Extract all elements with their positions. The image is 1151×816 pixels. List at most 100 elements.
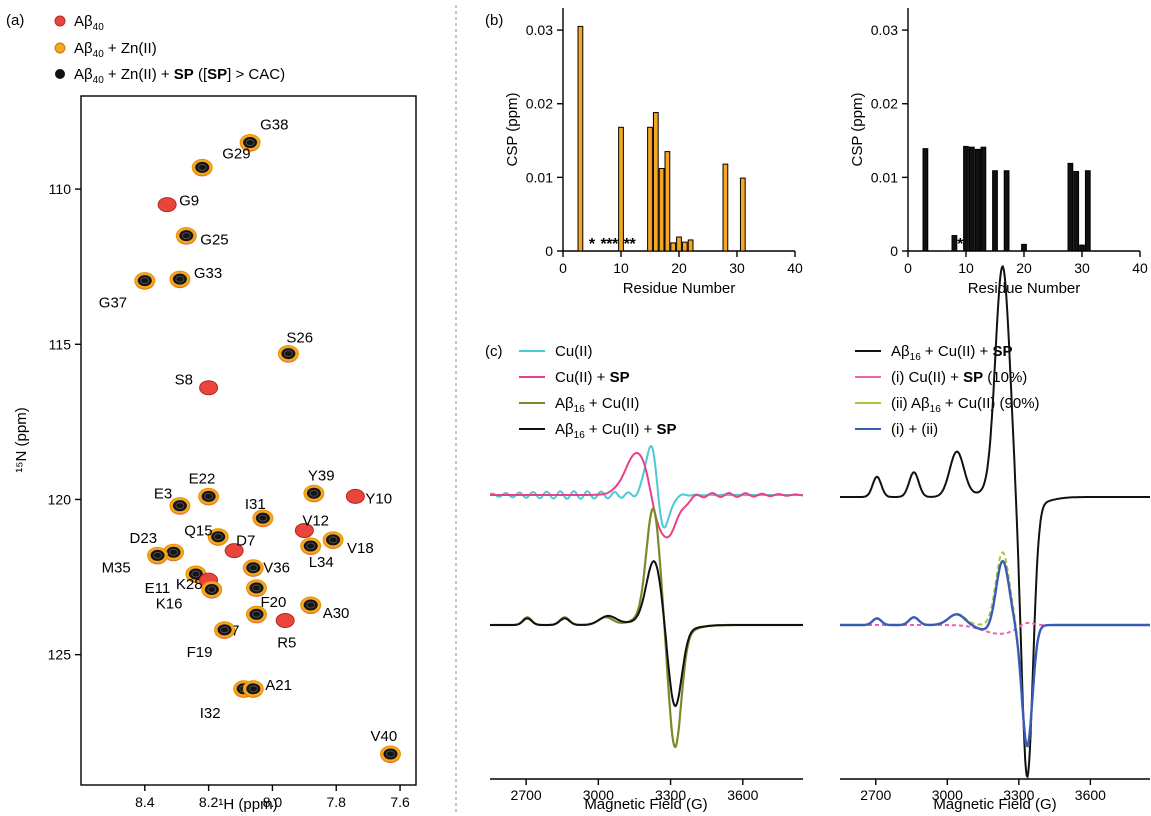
nmr-plot-frame — [80, 95, 417, 786]
nmr-peak: Q15 — [184, 523, 229, 546]
nmr-peak-black — [246, 683, 261, 695]
epr-curve-abeta16-cu-sp — [490, 560, 803, 708]
csp-y-tick-label: 0.01 — [871, 169, 898, 185]
csp-bar — [1079, 244, 1085, 252]
nmr-peak-label: V18 — [347, 540, 374, 557]
nmr-peak: V12 — [294, 513, 329, 539]
csp-bar — [676, 236, 682, 252]
nmr-peak-label: K28 — [176, 576, 203, 593]
csp-bar — [992, 170, 998, 252]
epr-curve-sum — [840, 559, 1150, 748]
nmr-peak: V36 — [242, 559, 290, 577]
epr-curve-ii — [840, 551, 1150, 749]
nmr-peak-label: F20 — [260, 594, 286, 611]
csp-y-tick-label: 0 — [545, 243, 553, 259]
nmr-peak-black — [188, 568, 203, 580]
nmr-peak-label: D23 — [130, 530, 158, 547]
epr-left-legend: Cu(II) Cu(II) + SP Aβ16 + Cu(II) Aβ16 + … — [519, 343, 676, 441]
nmr-peak-black — [201, 490, 216, 502]
nmr-peak-contour — [252, 584, 261, 592]
nmr-peak-contour — [248, 564, 258, 572]
nmr-peak-red — [224, 543, 244, 559]
legend-label-abeta16-cu: Aβ16 + Cu(II) — [555, 395, 639, 415]
nmr-peak: V18 — [322, 531, 374, 557]
nmr-peak-contour — [181, 232, 191, 240]
epr-x-tick-label: 3600 — [1075, 787, 1106, 803]
csp-x-tick-label: 30 — [729, 260, 745, 276]
csp-bar — [647, 126, 653, 252]
nmr-y-tick-label: 120 — [48, 491, 72, 507]
epr-x-tick-label: 3600 — [727, 787, 758, 803]
nmr-peak: K16 — [156, 580, 223, 612]
nmr-peak-contour — [220, 626, 229, 634]
legend-label-cu-sp: Cu(II) + SP — [555, 369, 630, 386]
nmr-peak-contour — [258, 514, 268, 522]
nmr-peak-contour — [245, 139, 255, 146]
csp-bar — [1084, 170, 1091, 252]
nmr-y-tick-label: 125 — [48, 647, 72, 663]
legend-label-abeta40-zn: Aβ40 + Zn(II) — [74, 40, 157, 60]
nmr-peak: G33 — [169, 265, 222, 289]
nmr-peak: Y10 — [345, 488, 392, 507]
legend-label-sum: (i) + (ii) — [891, 421, 938, 438]
nmr-peak-label: Y10 — [365, 490, 392, 507]
nmr-peak: S26 — [277, 330, 313, 363]
csp-bar — [968, 146, 975, 252]
nmr-peak-contour — [328, 536, 338, 544]
legend-marker-abeta40-zn — [54, 42, 66, 54]
nmr-peak-label: E3 — [154, 486, 172, 503]
csp-x-tick-label: 40 — [787, 260, 803, 276]
csp-x-axis-title: Residue Number — [968, 280, 1081, 297]
nmr-peak: E3 — [154, 486, 191, 515]
nmr-peak: D23 — [130, 530, 185, 562]
csp-y-tick-label: 0 — [890, 243, 898, 259]
nmr-peak-label: S8 — [175, 372, 193, 389]
nmr-peak-red — [157, 197, 177, 213]
nmr-x-axis-title: ¹H (ppm) — [218, 796, 277, 813]
nmr-peak: G29 — [191, 145, 251, 177]
nmr-peak: L34 — [300, 537, 334, 571]
nmr-peak: F19 — [187, 621, 236, 661]
nmr-peaks: G38 G29 G9 G25 G33 G37 S26 S8 E3 E22 Y39 Y10 I31 V12 Q… — [99, 117, 401, 763]
csp-x-tick-label: 40 — [1132, 260, 1148, 276]
csp-bar — [722, 163, 729, 252]
nmr-peak-black — [246, 562, 261, 574]
csp-x-tick-label: 10 — [613, 260, 629, 276]
panel-label-c: (c) — [485, 343, 503, 360]
nmr-peak-label: Y39 — [308, 467, 335, 484]
nmr-peak-red — [294, 523, 314, 539]
nmr-peak-contour — [175, 502, 185, 510]
epr-spectra-right: Aβ16 + Cu(II) + SP (i) Cu(II) + SP (10%)… — [840, 264, 1150, 813]
csp-bar — [664, 151, 671, 252]
csp-unassigned-star: * — [957, 236, 964, 253]
nmr-peak-label: G33 — [194, 265, 222, 282]
csp-y-tick-label: 0.01 — [526, 169, 553, 185]
csp-y-tick-label: 0.03 — [526, 22, 553, 38]
nmr-peak-black — [249, 582, 264, 594]
panel-label-b: (b) — [485, 12, 503, 29]
nmr-peak: A21 — [242, 677, 292, 698]
csp-bar — [974, 148, 981, 252]
csp-x-tick-label: 20 — [1016, 260, 1032, 276]
csp-unassigned-star: * — [589, 236, 596, 253]
nmr-peak-label: G37 — [99, 295, 127, 312]
nmr-peak-label: L34 — [309, 554, 334, 571]
epr-right-legend: Aβ16 + Cu(II) + SP (i) Cu(II) + SP (10%)… — [855, 343, 1040, 438]
nmr-peak-black — [204, 583, 219, 595]
epr-right-ticks: 2700 3000 3300 3600 — [860, 779, 1106, 803]
nmr-peak-label: I32 — [200, 705, 221, 722]
nmr-peak-label: G29 — [222, 145, 250, 162]
nmr-peak-contour — [175, 275, 185, 283]
epr-right-curves — [840, 264, 1150, 779]
nmr-spectrum-panel: Aβ40 Aβ40 + Zn(II) Aβ40 + Zn(II) + SP ([… — [13, 13, 417, 813]
csp-bar — [1073, 170, 1080, 252]
legend-label-abeta16-cu-sp: Aβ16 + Cu(II) + SP — [555, 421, 676, 441]
csp-bar — [1021, 243, 1027, 252]
csp-unassigned-star: * — [612, 236, 619, 253]
epr-x-tick-label: 3300 — [655, 787, 686, 803]
nmr-peak-contour — [204, 492, 214, 500]
nmr-peak: A30 — [300, 596, 349, 622]
csp-bar — [739, 177, 746, 252]
nmr-peak-label: G9 — [179, 193, 199, 210]
